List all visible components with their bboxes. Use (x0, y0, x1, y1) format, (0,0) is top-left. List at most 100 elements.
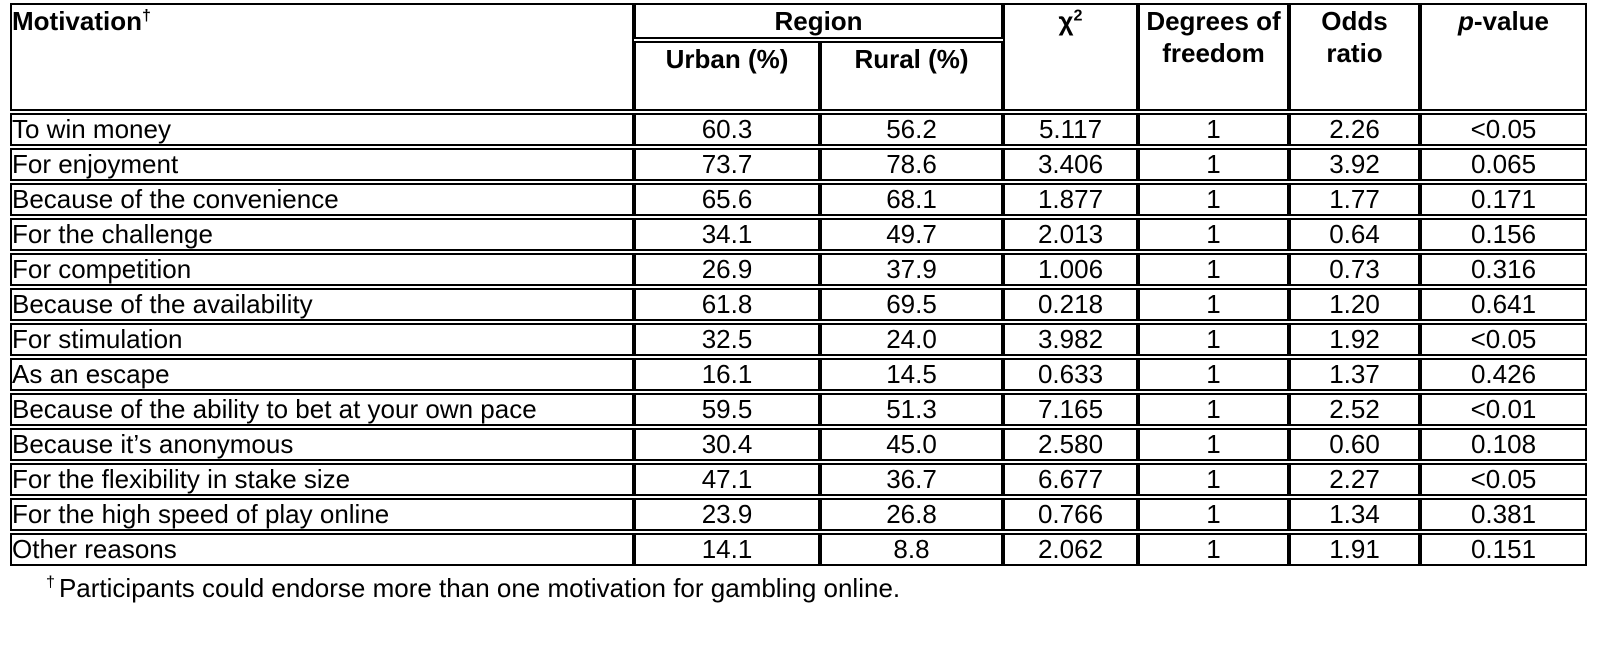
degrees-of-freedom-cell: 1 (1138, 113, 1290, 146)
rural-percent-cell: 45.0 (820, 428, 1004, 461)
rural-percent-cell: 8.8 (820, 533, 1004, 566)
footnote-dagger-marker: † (46, 573, 55, 592)
motivation-cell: For the high speed of play online (10, 498, 634, 531)
table-row: Because it’s anonymous 30.4 45.0 2.580 1… (10, 428, 1588, 461)
urban-percent-cell: 14.1 (634, 533, 820, 566)
motivation-cell: Other reasons (10, 533, 634, 566)
footnote-text: Participants could endorse more than one… (58, 573, 901, 603)
odds-ratio-cell: 2.26 (1289, 113, 1421, 146)
rural-percent-cell: 51.3 (820, 393, 1004, 426)
motivation-cell: As an escape (10, 358, 634, 391)
odds-ratio-cell: 1.91 (1289, 533, 1421, 566)
rural-percent-cell: 56.2 (820, 113, 1004, 146)
motivation-cell: For stimulation (10, 323, 634, 356)
degrees-of-freedom-cell: 1 (1138, 323, 1290, 356)
degrees-of-freedom-cell: 1 (1138, 148, 1290, 181)
odds-ratio-cell: 3.92 (1289, 148, 1421, 181)
chi-squared-cell: 3.406 (1003, 148, 1139, 181)
p-value-cell: 0.381 (1420, 498, 1588, 531)
rural-percent-cell: 69.5 (820, 288, 1004, 321)
table-row: For the challenge 34.1 49.7 2.013 1 0.64… (10, 218, 1588, 251)
rural-percent-cell: 49.7 (820, 218, 1004, 251)
p-value-cell: 0.426 (1420, 358, 1588, 391)
column-group-region: Region (634, 3, 1004, 39)
rural-percent-cell: 36.7 (820, 463, 1004, 496)
motivation-cell: Because of the convenience (10, 183, 634, 216)
odds-ratio-cell: 1.77 (1289, 183, 1421, 216)
p-value-cell: 0.316 (1420, 253, 1588, 286)
chi-squared-cell: 1.006 (1003, 253, 1139, 286)
table-row: Because of the availability 61.8 69.5 0.… (10, 288, 1588, 321)
urban-percent-cell: 23.9 (634, 498, 820, 531)
odds-ratio-cell: 2.27 (1289, 463, 1421, 496)
odds-ratio-cell: 1.20 (1289, 288, 1421, 321)
table-row: For enjoyment 73.7 78.6 3.406 1 3.92 0.0… (10, 148, 1588, 181)
chi-squared-cell: 3.982 (1003, 323, 1139, 356)
column-header-degrees-of-freedom: Degrees of freedom (1138, 3, 1290, 111)
chi-squared-cell: 5.117 (1003, 113, 1139, 146)
rural-percent-cell: 68.1 (820, 183, 1004, 216)
chi-exponent: 2 (1073, 6, 1083, 25)
urban-percent-cell: 47.1 (634, 463, 820, 496)
degrees-of-freedom-cell: 1 (1138, 218, 1290, 251)
column-header-odds-ratio: Odds ratio (1289, 3, 1421, 111)
urban-percent-cell: 73.7 (634, 148, 820, 181)
table-row: To win money 60.3 56.2 5.117 1 2.26 <0.0… (10, 113, 1588, 146)
p-value-cell: 0.151 (1420, 533, 1588, 566)
odds-ratio-cell: 1.92 (1289, 323, 1421, 356)
urban-percent-cell: 59.5 (634, 393, 820, 426)
column-header-urban: Urban (%) (634, 41, 820, 111)
motivation-cell: Because of the availability (10, 288, 634, 321)
chi-squared-cell: 7.165 (1003, 393, 1139, 426)
degrees-of-freedom-cell: 1 (1138, 498, 1290, 531)
p-value-cell: 0.641 (1420, 288, 1588, 321)
degrees-of-freedom-cell: 1 (1138, 463, 1290, 496)
motivation-cell: To win money (10, 113, 634, 146)
motivation-header-label: Motivation (12, 6, 142, 36)
odds-ratio-cell: 0.64 (1289, 218, 1421, 251)
degrees-of-freedom-cell: 1 (1138, 393, 1290, 426)
p-value-suffix: -value (1473, 6, 1550, 36)
motivation-cell: Because of the ability to bet at your ow… (10, 393, 634, 426)
urban-percent-cell: 32.5 (634, 323, 820, 356)
urban-percent-cell: 65.6 (634, 183, 820, 216)
table-row: For stimulation 32.5 24.0 3.982 1 1.92 <… (10, 323, 1588, 356)
rural-percent-cell: 78.6 (820, 148, 1004, 181)
rural-percent-cell: 24.0 (820, 323, 1004, 356)
column-header-rural: Rural (%) (820, 41, 1004, 111)
degrees-of-freedom-cell: 1 (1138, 358, 1290, 391)
header-row-groups: Motivation† Region χ2 Degrees of freedom… (10, 3, 1588, 111)
motivation-cell: For competition (10, 253, 634, 286)
urban-percent-cell: 30.4 (634, 428, 820, 461)
dagger-marker: † (142, 6, 151, 25)
chi-squared-cell: 0.766 (1003, 498, 1139, 531)
odds-ratio-cell: 1.34 (1289, 498, 1421, 531)
p-value-cell: <0.05 (1420, 113, 1588, 146)
chi-squared-cell: 6.677 (1003, 463, 1139, 496)
table-header: Motivation† Region χ2 Degrees of freedom… (10, 3, 1588, 111)
urban-percent-cell: 61.8 (634, 288, 820, 321)
chi-squared-cell: 0.218 (1003, 288, 1139, 321)
odds-ratio-cell: 0.73 (1289, 253, 1421, 286)
p-value-cell: 0.156 (1420, 218, 1588, 251)
chi-squared-cell: 1.877 (1003, 183, 1139, 216)
degrees-of-freedom-cell: 1 (1138, 183, 1290, 216)
table-row: Because of the convenience 65.6 68.1 1.8… (10, 183, 1588, 216)
motivation-cell: For the challenge (10, 218, 634, 251)
header-row-subcolumns: Urban (%) Rural (%) (10, 41, 1587, 111)
degrees-of-freedom-cell: 1 (1138, 288, 1290, 321)
urban-percent-cell: 34.1 (634, 218, 820, 251)
p-value-cell: 0.171 (1420, 183, 1588, 216)
motivation-cell: Because it’s anonymous (10, 428, 634, 461)
degrees-of-freedom-cell: 1 (1138, 428, 1290, 461)
rural-percent-cell: 26.8 (820, 498, 1004, 531)
motivation-cell: For enjoyment (10, 148, 634, 181)
urban-percent-cell: 60.3 (634, 113, 820, 146)
column-header-p-value: p-value (1420, 3, 1588, 111)
table-row: For competition 26.9 37.9 1.006 1 0.73 0… (10, 253, 1588, 286)
chi-symbol: χ (1058, 6, 1074, 36)
table-row: As an escape 16.1 14.5 0.633 1 1.37 0.42… (10, 358, 1588, 391)
degrees-of-freedom-cell: 1 (1138, 533, 1290, 566)
p-symbol: p (1457, 6, 1474, 36)
